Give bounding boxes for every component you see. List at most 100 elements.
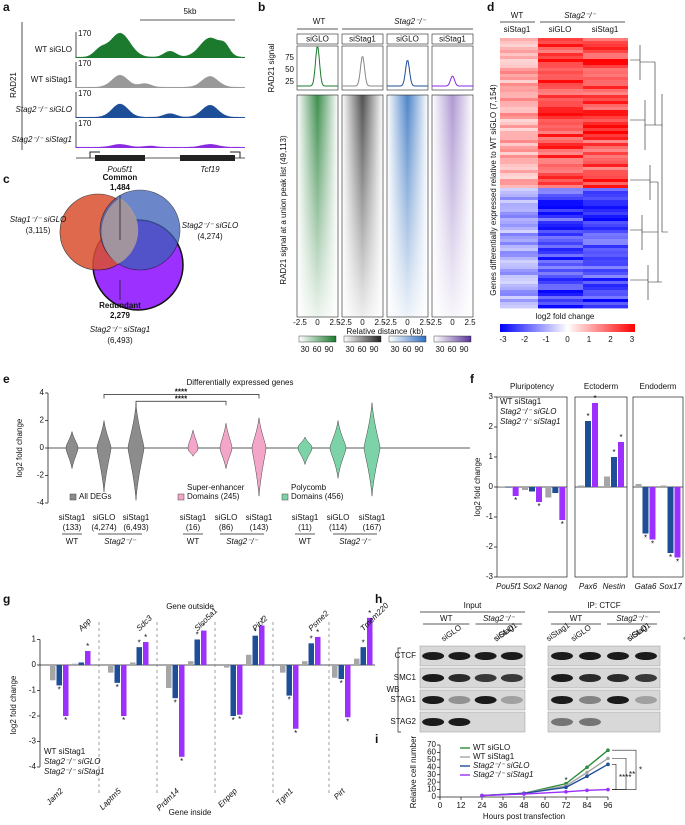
heatmap-row bbox=[583, 146, 628, 150]
heatmap-row bbox=[583, 272, 628, 276]
signal-track bbox=[76, 103, 245, 118]
bar bbox=[286, 665, 292, 696]
heatmap-row bbox=[500, 59, 538, 63]
bar bbox=[360, 647, 366, 665]
heatmap-row bbox=[500, 104, 538, 108]
bracket bbox=[103, 394, 260, 399]
bar bbox=[237, 665, 243, 715]
lane-label: siGLO bbox=[439, 623, 463, 643]
significance: * bbox=[669, 553, 672, 562]
heatmap-row bbox=[583, 131, 628, 135]
heatmap-row bbox=[583, 206, 628, 210]
colorbar bbox=[298, 335, 337, 343]
heatmap-row bbox=[583, 236, 628, 240]
legend-swatch bbox=[177, 493, 185, 501]
group-label: Stag2⁻/⁻ bbox=[616, 614, 648, 623]
profile-line bbox=[297, 46, 338, 87]
heatmap-row bbox=[538, 140, 583, 144]
heatmap-row bbox=[583, 86, 628, 90]
group-label: Stag2⁻/⁻ bbox=[104, 537, 136, 546]
heatmap-row bbox=[583, 173, 628, 177]
tick-label: 0 bbox=[32, 660, 37, 669]
heatmap-row bbox=[500, 278, 538, 282]
heatmap-row bbox=[538, 248, 583, 252]
heatmap-row bbox=[538, 152, 583, 156]
heatmap-row bbox=[538, 71, 583, 75]
x-tick-label: Pou5f1 bbox=[496, 582, 521, 591]
x-tick-label: (133) bbox=[63, 523, 82, 532]
tick-label: 0 bbox=[450, 318, 455, 327]
legend-label: Domains (456) bbox=[291, 492, 344, 501]
tick-label: -2 bbox=[37, 471, 45, 480]
heatmap-border bbox=[296, 94, 339, 318]
heatmap-row bbox=[583, 134, 628, 138]
blot-band bbox=[607, 674, 629, 682]
gene-inside: Tgm1 bbox=[274, 787, 295, 808]
heatmap-row bbox=[538, 164, 583, 168]
tick-label: 60 bbox=[427, 748, 436, 757]
significance: * bbox=[310, 634, 313, 643]
x-tick-label: siStag1 bbox=[180, 513, 207, 522]
panel-label: d bbox=[487, 0, 494, 14]
blot bbox=[419, 667, 526, 689]
tick-label: -1 bbox=[29, 686, 37, 695]
heatmap-row bbox=[583, 44, 628, 48]
column-label: siStag1 bbox=[349, 35, 376, 44]
heatmap-row bbox=[500, 284, 538, 288]
bar bbox=[108, 665, 114, 673]
panel-label: h bbox=[375, 592, 382, 606]
heatmap-row bbox=[538, 47, 583, 51]
tick-label: -4 bbox=[29, 762, 37, 771]
venn-label: Common bbox=[103, 173, 138, 182]
point bbox=[480, 793, 484, 798]
bar bbox=[252, 635, 258, 665]
bar bbox=[505, 487, 512, 488]
track-name: WT siGLO bbox=[35, 45, 72, 54]
tick-label: -4 bbox=[37, 498, 45, 507]
point bbox=[564, 785, 568, 790]
colorbar bbox=[343, 335, 382, 343]
blot-band bbox=[579, 674, 601, 682]
point bbox=[606, 748, 610, 752]
bracket bbox=[135, 400, 227, 406]
heatmap-row bbox=[538, 62, 583, 66]
tick-label: -2.5 bbox=[383, 318, 397, 327]
heatmap-row bbox=[583, 50, 628, 54]
bar bbox=[121, 665, 127, 716]
bar bbox=[130, 662, 136, 665]
heatmap-row bbox=[538, 113, 583, 117]
heatmap-row bbox=[583, 140, 628, 144]
heatmap-row bbox=[583, 179, 628, 183]
blot bbox=[419, 645, 526, 667]
axis-label: Hours post transfection bbox=[483, 812, 565, 821]
tick-label: 3 bbox=[630, 335, 635, 344]
tick-label: 90 bbox=[415, 345, 424, 354]
tick-label: 24 bbox=[478, 801, 487, 810]
heatmap-row bbox=[538, 107, 583, 111]
heatmap-row bbox=[538, 131, 583, 135]
bar bbox=[611, 457, 617, 487]
venn-label: Stag1⁻/⁻ siGLO bbox=[10, 215, 66, 224]
heatmap-row bbox=[538, 275, 583, 279]
significance: * bbox=[368, 609, 371, 618]
heatmap-row bbox=[500, 101, 538, 105]
heatmap-row bbox=[538, 299, 583, 303]
heatmap-row bbox=[538, 86, 583, 90]
x-tick-label: Gata6 bbox=[635, 582, 657, 591]
heatmap-row bbox=[583, 38, 628, 42]
heatmap-row bbox=[538, 74, 583, 78]
tick-label: -3 bbox=[486, 572, 494, 581]
significance: * bbox=[180, 757, 183, 766]
heatmap-row bbox=[538, 101, 583, 105]
heatmap-row bbox=[538, 158, 583, 162]
blot-band bbox=[474, 674, 497, 682]
scale-label: 5kb bbox=[184, 7, 197, 16]
heatmap-row bbox=[583, 227, 628, 231]
heatmap-row bbox=[538, 56, 583, 60]
x-tick-label: siStag1 bbox=[59, 513, 86, 522]
heatmap-row bbox=[538, 95, 583, 99]
tick-label: 2 bbox=[608, 335, 613, 344]
heatmap-row bbox=[538, 80, 583, 84]
point bbox=[585, 788, 589, 793]
heatmap-row bbox=[500, 146, 538, 150]
